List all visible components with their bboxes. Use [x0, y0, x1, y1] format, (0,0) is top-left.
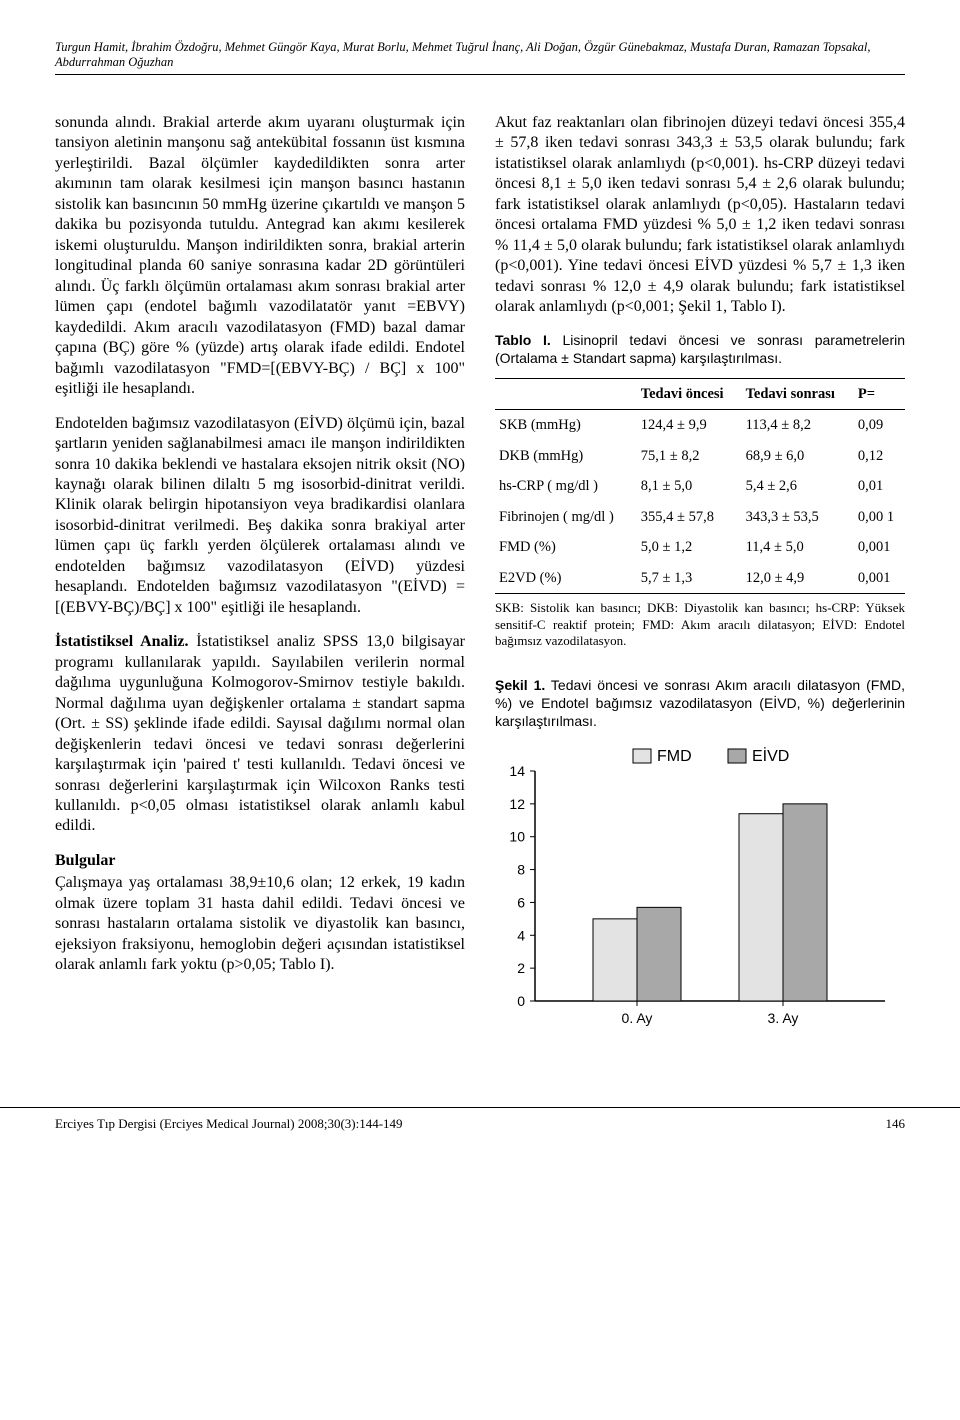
table-cell: 0,12	[854, 441, 905, 472]
table-caption: Tablo I. Lisinopril tedavi öncesi ve son…	[495, 332, 905, 368]
table-cell: 8,1 ± 5,0	[637, 471, 742, 502]
right-p1: Akut faz reaktanları olan fibrinojen düz…	[495, 113, 905, 318]
figure-1-chart: FMD EİVD 14 12 10 8 6 4 2 0 0. Ay 3. Ay	[495, 741, 905, 1047]
left-p1: sonunda alındı. Brakial arterde akım uya…	[55, 113, 465, 400]
table-header: P=	[854, 378, 905, 410]
table-cell: 68,9 ± 6,0	[742, 441, 854, 472]
table-header: Tedavi öncesi	[637, 378, 742, 410]
table-cell: 343,3 ± 53,5	[742, 502, 854, 533]
table-1: Tedavi öncesiTedavi sonrasıP= SKB (mmHg)…	[495, 378, 905, 595]
table-row: hs-CRP ( mg/dl )8,1 ± 5,05,4 ± 2,60,01	[495, 471, 905, 502]
table-row: Fibrinojen ( mg/dl )355,4 ± 57,8343,3 ± …	[495, 502, 905, 533]
table-cell: 12,0 ± 4,9	[742, 563, 854, 594]
svg-text:0: 0	[517, 993, 525, 1009]
table-header: Tedavi sonrası	[742, 378, 854, 410]
svg-text:8: 8	[517, 861, 525, 877]
table-row: E2VD (%)5,7 ± 1,312,0 ± 4,90,001	[495, 563, 905, 594]
table-cell: 0,09	[854, 410, 905, 441]
table-cell: 11,4 ± 5,0	[742, 532, 854, 563]
table-row: DKB (mmHg)75,1 ± 8,268,9 ± 6,00,12	[495, 441, 905, 472]
left-column: sonunda alındı. Brakial arterde akım uya…	[55, 113, 465, 1047]
table-cell: E2VD (%)	[495, 563, 637, 594]
left-p2: Endotelden bağımsız vazodilatasyon (EİVD…	[55, 414, 465, 619]
table-cell: DKB (mmHg)	[495, 441, 637, 472]
stats-body: İstatistiksel analiz SPSS 13,0 bilgisaya…	[55, 633, 465, 834]
table-cell: SKB (mmHg)	[495, 410, 637, 441]
table-note: SKB: Sistolik kan basıncı; DKB: Diyastol…	[495, 600, 905, 649]
table-cell: hs-CRP ( mg/dl )	[495, 471, 637, 502]
figure-caption-bold: Şekil 1.	[495, 677, 545, 693]
svg-text:3. Ay: 3. Ay	[768, 1010, 799, 1026]
left-p4: Çalışmaya yaş ortalaması 38,9±10,6 olan;…	[55, 873, 465, 975]
figure-caption: Şekil 1. Tedavi öncesi ve sonrası Akım a…	[495, 677, 905, 731]
table-cell: 5,7 ± 1,3	[637, 563, 742, 594]
table-cell: 5,0 ± 1,2	[637, 532, 742, 563]
right-column: Akut faz reaktanları olan fibrinojen düz…	[495, 113, 905, 1047]
svg-text:12: 12	[509, 796, 525, 812]
table-cell: 0,001	[854, 563, 905, 594]
table-caption-rest: Lisinopril tedavi öncesi ve sonrası para…	[495, 332, 905, 366]
table-cell: 0,00 1	[854, 502, 905, 533]
footer-journal: Erciyes Tıp Dergisi (Erciyes Medical Jou…	[55, 1116, 403, 1132]
svg-text:2: 2	[517, 960, 525, 976]
table-caption-bold: Tablo I.	[495, 332, 551, 348]
table-row: SKB (mmHg)124,4 ± 9,9113,4 ± 8,20,09	[495, 410, 905, 441]
table-cell: 0,001	[854, 532, 905, 563]
bulgular-title: Bulgular	[55, 852, 115, 869]
figure-caption-rest: Tedavi öncesi ve sonrası Akım aracılı di…	[495, 677, 905, 729]
left-p3: İstatistiksel Analiz. İstatistiksel anal…	[55, 632, 465, 837]
svg-text:FMD: FMD	[657, 748, 692, 765]
table-row: FMD (%)5,0 ± 1,211,4 ± 5,00,001	[495, 532, 905, 563]
table-cell: 124,4 ± 9,9	[637, 410, 742, 441]
running-head: Turgun Hamit, İbrahim Özdoğru, Mehmet Gü…	[55, 40, 905, 75]
table-cell: 75,1 ± 8,2	[637, 441, 742, 472]
svg-text:0. Ay: 0. Ay	[622, 1010, 653, 1026]
table-cell: 5,4 ± 2,6	[742, 471, 854, 502]
svg-text:EİVD: EİVD	[752, 746, 789, 765]
footer-page-number: 146	[886, 1116, 906, 1132]
svg-text:6: 6	[517, 894, 525, 910]
svg-text:14: 14	[509, 763, 525, 779]
table-cell: 355,4 ± 57,8	[637, 502, 742, 533]
table-header	[495, 378, 637, 410]
svg-text:10: 10	[509, 829, 525, 845]
table-cell: 0,01	[854, 471, 905, 502]
stats-title: İstatistiksel Analiz.	[55, 633, 189, 650]
svg-text:4: 4	[517, 927, 525, 943]
table-cell: 113,4 ± 8,2	[742, 410, 854, 441]
table-cell: Fibrinojen ( mg/dl )	[495, 502, 637, 533]
table-cell: FMD (%)	[495, 532, 637, 563]
